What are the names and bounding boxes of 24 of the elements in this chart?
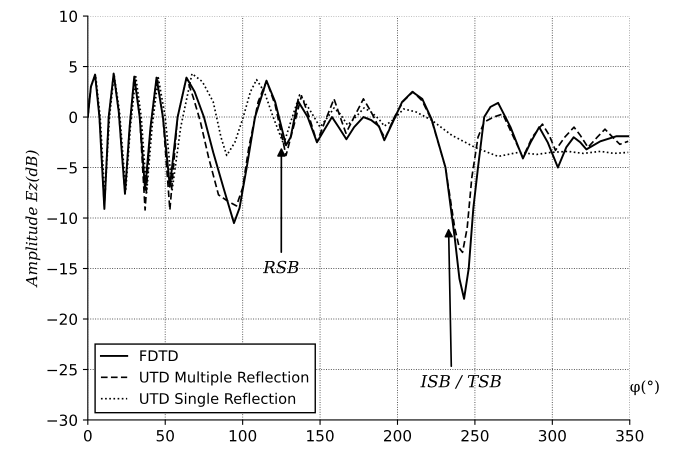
y-tick-label: 5: [70, 61, 77, 73]
y-tick-label: 0: [69, 112, 78, 124]
annotation: RSB: [262, 260, 298, 274]
annotation: ISB / TSB: [420, 374, 501, 389]
x-tick-label: 0: [84, 430, 92, 442]
x-tick-label: 150: [307, 430, 334, 442]
x-tick-label: 200: [384, 430, 412, 442]
x-tick-label: 50: [156, 430, 174, 442]
legend-label: UTD Multiple Reflection: [140, 371, 308, 386]
x-tick-label: 100: [230, 430, 256, 442]
x-tick-label: 250: [461, 430, 488, 442]
x-tick-label: 300: [538, 430, 566, 442]
y-tick-label: −25: [47, 364, 77, 376]
y-tick-label: −15: [47, 263, 77, 275]
legend-label: UTD Single Reflection: [140, 392, 296, 407]
y-tick-label: −20: [47, 313, 78, 326]
legend-label: FDTD: [140, 350, 178, 362]
x-axis-title: φ(°): [630, 380, 659, 396]
x-tick-label: 350: [616, 430, 644, 442]
y-tick-label: −5: [57, 162, 77, 174]
y-tick-label: 10: [60, 10, 78, 22]
y-axis-title: Amplitude Ez(dB): [26, 150, 40, 288]
y-tick-label: −30: [47, 414, 78, 426]
y-tick-label: −10: [47, 212, 78, 224]
